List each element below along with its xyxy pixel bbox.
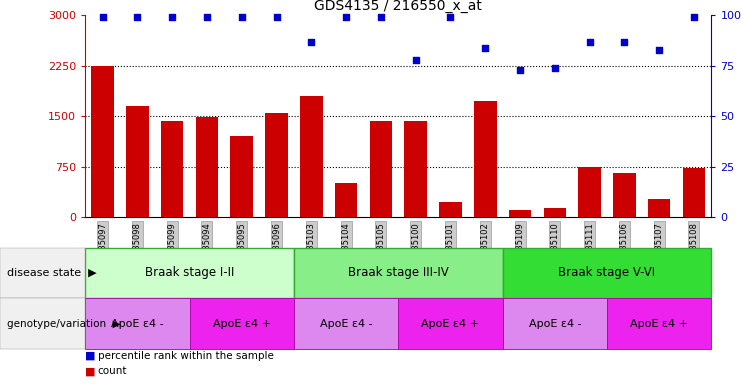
Text: ApoE ε4 -: ApoE ε4 - <box>111 318 164 329</box>
Text: ApoE ε4 -: ApoE ε4 - <box>320 318 373 329</box>
Point <box>166 14 178 20</box>
Bar <box>370 121 392 217</box>
Point <box>270 14 282 20</box>
Bar <box>648 199 671 217</box>
Point <box>340 14 352 20</box>
Bar <box>196 117 219 217</box>
Bar <box>126 106 149 217</box>
Bar <box>300 96 322 217</box>
Title: GDS4135 / 216550_x_at: GDS4135 / 216550_x_at <box>314 0 482 13</box>
Point <box>479 45 491 51</box>
Point <box>584 38 596 45</box>
Point <box>201 14 213 20</box>
Text: ApoE ε4 +: ApoE ε4 + <box>213 318 270 329</box>
Text: Braak stage III-IV: Braak stage III-IV <box>348 266 448 279</box>
Bar <box>405 121 427 217</box>
Text: Braak stage I-II: Braak stage I-II <box>145 266 234 279</box>
Point <box>688 14 700 20</box>
Bar <box>230 136 253 217</box>
Point <box>410 57 422 63</box>
Text: percentile rank within the sample: percentile rank within the sample <box>98 351 273 361</box>
Point <box>375 14 387 20</box>
Point <box>305 38 317 45</box>
Point <box>96 14 108 20</box>
Text: genotype/variation  ▶: genotype/variation ▶ <box>7 318 121 329</box>
Point <box>549 65 561 71</box>
Bar <box>509 210 531 217</box>
Bar <box>265 114 288 217</box>
Bar <box>682 168 705 217</box>
Text: Braak stage V-VI: Braak stage V-VI <box>559 266 656 279</box>
Bar <box>474 101 496 217</box>
Bar <box>543 208 566 217</box>
Bar <box>578 167 601 217</box>
Point <box>236 14 247 20</box>
Text: count: count <box>98 366 127 376</box>
Point <box>654 46 665 53</box>
Text: ApoE ε4 -: ApoE ε4 - <box>528 318 581 329</box>
Point <box>514 67 526 73</box>
Point <box>619 38 631 45</box>
Bar <box>91 66 114 217</box>
Bar <box>613 173 636 217</box>
Text: disease state  ▶: disease state ▶ <box>7 268 97 278</box>
Point <box>445 14 456 20</box>
Bar <box>161 121 184 217</box>
Text: ■: ■ <box>85 351 96 361</box>
Text: ApoE ε4 +: ApoE ε4 + <box>630 318 688 329</box>
Bar <box>335 184 357 217</box>
Text: ApoE ε4 +: ApoE ε4 + <box>422 318 479 329</box>
Bar <box>439 202 462 217</box>
Point <box>131 14 143 20</box>
Text: ■: ■ <box>85 366 96 376</box>
